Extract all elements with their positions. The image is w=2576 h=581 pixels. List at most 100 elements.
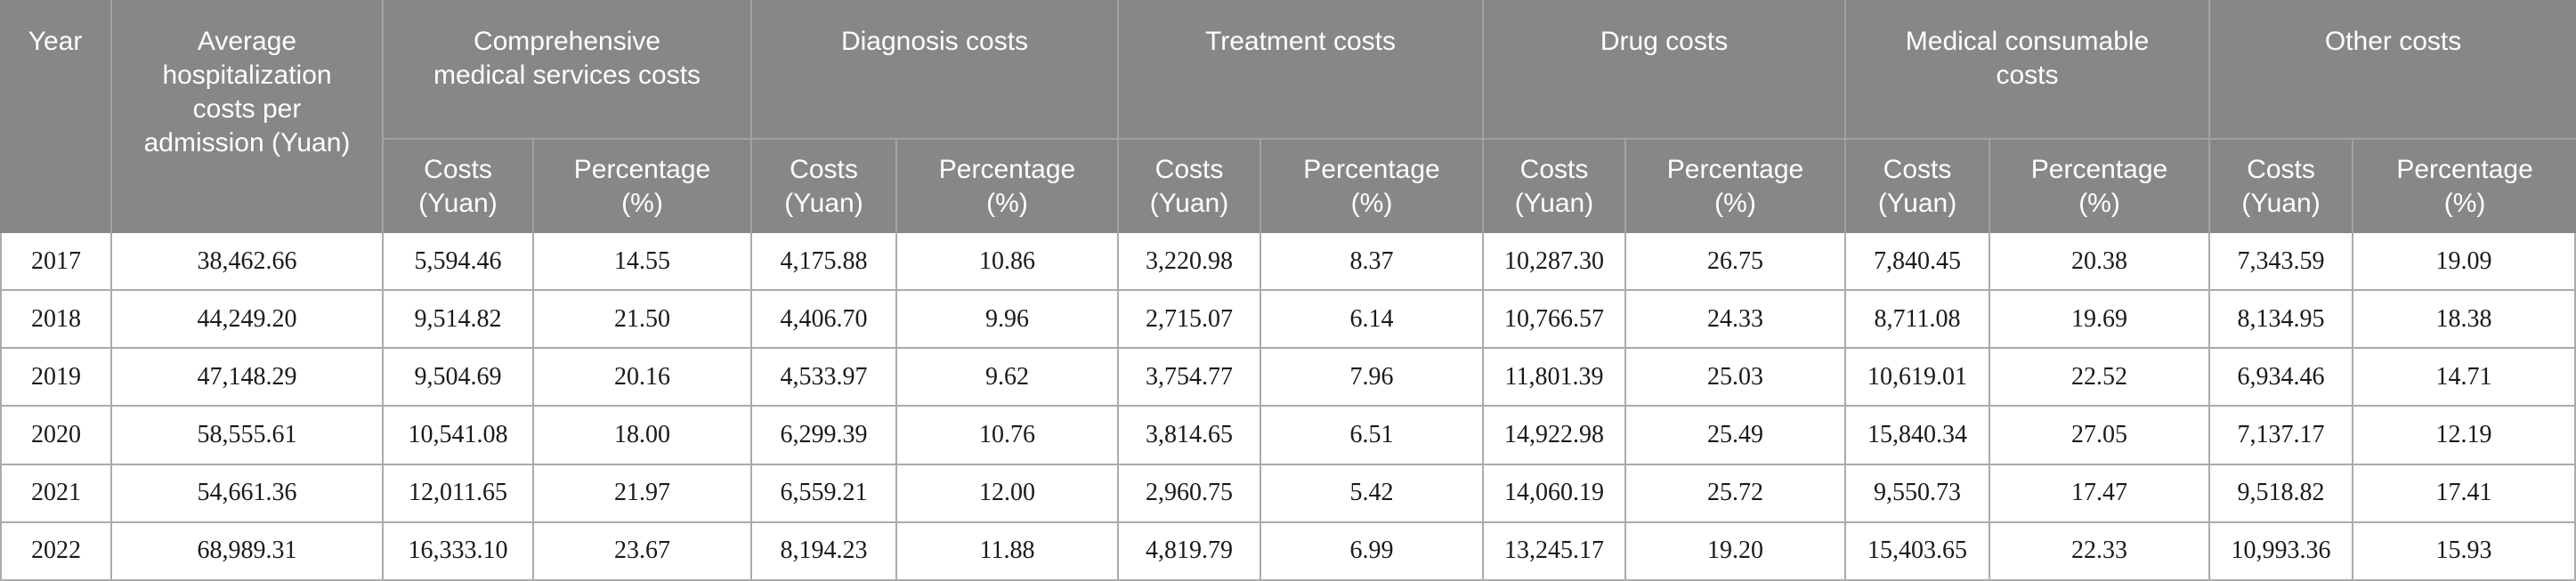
cell-year: 2017 — [0, 233, 112, 292]
cell: 20.16 — [534, 349, 752, 408]
cell: 54,661.36 — [112, 464, 384, 523]
cell: 14,060.19 — [1484, 464, 1626, 523]
header-row-sub: Costs (Yuan) Percentage (%) Costs (Yuan)… — [0, 140, 2576, 233]
table-row: 2022 68,989.31 16,333.10 23.67 8,194.23 … — [0, 522, 2576, 581]
subheader-medical-consumable-costs: Costs (Yuan) — [1846, 140, 1991, 233]
cell: 26.75 — [1626, 233, 1847, 292]
cell-year: 2019 — [0, 349, 112, 408]
cell: 6,559.21 — [752, 464, 897, 523]
cell: 13,245.17 — [1484, 522, 1626, 581]
cell: 23.67 — [534, 522, 752, 581]
cell: 8,194.23 — [752, 522, 897, 581]
cell: 5,594.46 — [384, 233, 534, 292]
header-row-groups: Year Average hospitalization costs per a… — [0, 0, 2576, 233]
table-row: 2017 38,462.66 5,594.46 14.55 4,175.88 1… — [0, 233, 2576, 292]
cell: 12.19 — [2353, 407, 2576, 465]
cell: 5.42 — [1261, 464, 1484, 523]
cell: 68,989.31 — [112, 522, 384, 581]
cell: 6.51 — [1261, 407, 1484, 465]
cell: 16,333.10 — [384, 522, 534, 581]
cell: 6.14 — [1261, 291, 1484, 350]
cell: 44,249.20 — [112, 291, 384, 350]
cell-year: 2021 — [0, 464, 112, 523]
subheader-treatment-costs: Costs (Yuan) — [1119, 140, 1261, 233]
cell: 14.71 — [2353, 349, 2576, 408]
cell: 25.03 — [1626, 349, 1847, 408]
cell: 11,801.39 — [1484, 349, 1626, 408]
cell: 7.96 — [1261, 349, 1484, 408]
cell: 9,504.69 — [384, 349, 534, 408]
subheader-comprehensive-costs: Costs (Yuan) — [384, 140, 534, 233]
cell: 20.38 — [1990, 233, 2211, 292]
cell: 8,711.08 — [1846, 291, 1991, 350]
cell: 47,148.29 — [112, 349, 384, 408]
cell: 58,555.61 — [112, 407, 384, 465]
cell: 18.38 — [2353, 291, 2576, 350]
cell: 9,514.82 — [384, 291, 534, 350]
cell: 3,754.77 — [1119, 349, 1261, 408]
header-group-other: Other costs — [2210, 0, 2576, 140]
header-year: Year — [0, 0, 112, 233]
cell: 3,220.98 — [1119, 233, 1261, 292]
cell: 9.96 — [897, 291, 1119, 350]
cell: 22.33 — [1990, 522, 2211, 581]
cell: 15,403.65 — [1846, 522, 1991, 581]
cell: 27.05 — [1990, 407, 2211, 465]
cell: 10.86 — [897, 233, 1119, 292]
cell: 6,299.39 — [752, 407, 897, 465]
cell: 7,137.17 — [2210, 407, 2354, 465]
header-group-diagnosis: Diagnosis costs — [752, 0, 1119, 140]
cell: 10.76 — [897, 407, 1119, 465]
cell: 24.33 — [1626, 291, 1847, 350]
cell-year: 2022 — [0, 522, 112, 581]
cell: 9,518.82 — [2210, 464, 2354, 523]
cell: 4,533.97 — [752, 349, 897, 408]
cell: 4,406.70 — [752, 291, 897, 350]
cell: 25.49 — [1626, 407, 1847, 465]
cell: 10,993.36 — [2210, 522, 2354, 581]
cell: 10,619.01 — [1846, 349, 1991, 408]
cell: 14,922.98 — [1484, 407, 1626, 465]
header-group-comprehensive-medical-services: Comprehensive medical services costs — [384, 0, 752, 140]
cell: 3,814.65 — [1119, 407, 1261, 465]
subheader-diagnosis-percentage: Percentage (%) — [897, 140, 1119, 233]
cell: 21.50 — [534, 291, 752, 350]
cell: 10,541.08 — [384, 407, 534, 465]
header-group-drug: Drug costs — [1484, 0, 1847, 140]
cell: 19.20 — [1626, 522, 1847, 581]
subheader-treatment-percentage: Percentage (%) — [1261, 140, 1484, 233]
cell: 19.09 — [2353, 233, 2576, 292]
cell: 19.69 — [1990, 291, 2211, 350]
cell: 6,934.46 — [2210, 349, 2354, 408]
table-row: 2021 54,661.36 12,011.65 21.97 6,559.21 … — [0, 464, 2576, 523]
table-body: 2017 38,462.66 5,594.46 14.55 4,175.88 1… — [0, 233, 2576, 581]
cell: 25.72 — [1626, 464, 1847, 523]
cell: 8.37 — [1261, 233, 1484, 292]
table-row: 2019 47,148.29 9,504.69 20.16 4,533.97 9… — [0, 349, 2576, 408]
header-group-medical-consumable: Medical consumable costs — [1846, 0, 2211, 140]
subheader-medical-consumable-percentage: Percentage (%) — [1990, 140, 2211, 233]
cell: 2,960.75 — [1119, 464, 1261, 523]
cell: 17.41 — [2353, 464, 2576, 523]
cell: 15,840.34 — [1846, 407, 1991, 465]
cell: 38,462.66 — [112, 233, 384, 292]
table-header: Year Average hospitalization costs per a… — [0, 0, 2576, 233]
header-group-treatment: Treatment costs — [1119, 0, 1484, 140]
subheader-other-percentage: Percentage (%) — [2353, 140, 2576, 233]
cell: 18.00 — [534, 407, 752, 465]
table-row: 2018 44,249.20 9,514.82 21.50 4,406.70 9… — [0, 291, 2576, 350]
cell: 7,840.45 — [1846, 233, 1991, 292]
cell: 10,287.30 — [1484, 233, 1626, 292]
cell: 11.88 — [897, 522, 1119, 581]
cell: 6.99 — [1261, 522, 1484, 581]
cell-year: 2020 — [0, 407, 112, 465]
cell: 4,175.88 — [752, 233, 897, 292]
cell: 15.93 — [2353, 522, 2576, 581]
cell: 10,766.57 — [1484, 291, 1626, 350]
cell: 17.47 — [1990, 464, 2211, 523]
header-average-hospitalization-costs: Average hospitalization costs per admiss… — [112, 0, 384, 233]
subheader-diagnosis-costs: Costs (Yuan) — [752, 140, 897, 233]
subheader-comprehensive-percentage: Percentage (%) — [534, 140, 752, 233]
cell: 9,550.73 — [1846, 464, 1991, 523]
